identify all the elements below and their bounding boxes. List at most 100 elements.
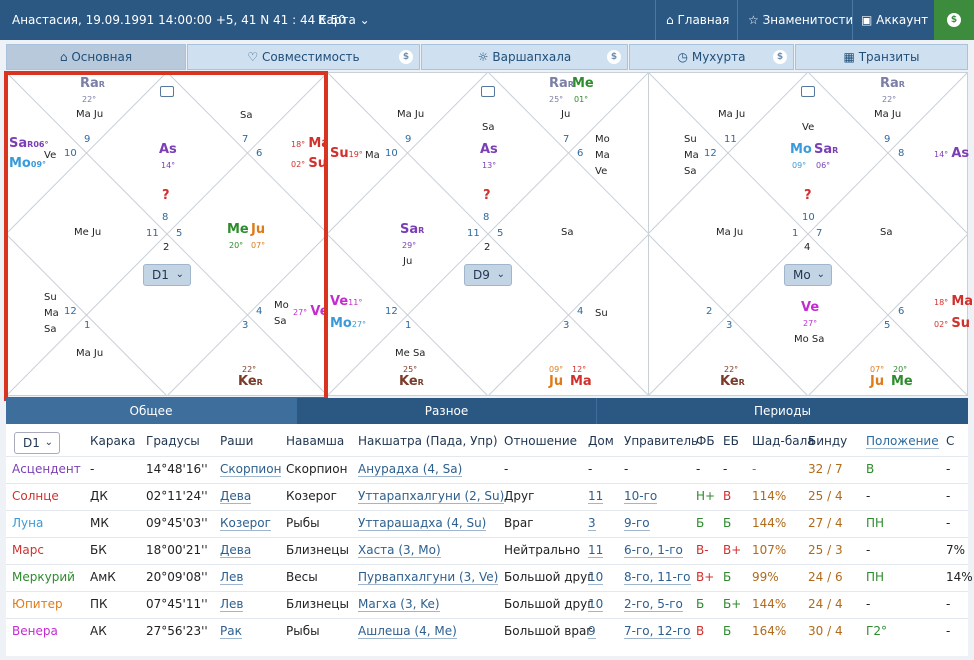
table-cell: Б bbox=[696, 516, 705, 530]
profile-title[interactable]: Анастасия, 19.09.1991 14:00:00 +5, 41 N … bbox=[12, 13, 346, 27]
chart-division-value: D1 bbox=[152, 268, 169, 282]
home-icon: ⌂ bbox=[59, 50, 68, 64]
table-cell: 107% bbox=[752, 543, 787, 557]
planet-ketu: KeR bbox=[399, 374, 424, 389]
table-cell[interactable]: 10 bbox=[588, 570, 604, 585]
planet-jupiter: Ju bbox=[549, 374, 564, 389]
chart-division-select[interactable]: D9 ⌄ bbox=[464, 264, 512, 286]
tab-main[interactable]: ⌂ Основная bbox=[6, 44, 186, 70]
planet-mars: Ma bbox=[570, 374, 592, 389]
table-cell: Б+ bbox=[723, 597, 742, 611]
planet-name: Марс bbox=[12, 543, 44, 557]
table-division-select[interactable]: D1 ⌄ bbox=[14, 432, 60, 454]
table-cell: - bbox=[866, 543, 871, 557]
chevron-down-icon: ⌄ bbox=[496, 269, 505, 280]
table-cell[interactable]: 10-го bbox=[624, 489, 658, 504]
chart-d9: RaR 25° Me 01° Ma Ju Ju Sa 9 7 10 6 Su19… bbox=[327, 72, 649, 396]
premium-button[interactable]: $ bbox=[934, 0, 974, 40]
nav-celebrities-label: Знаменитости bbox=[762, 13, 854, 27]
table-cell[interactable]: Анурадха (4, Sa) bbox=[358, 462, 463, 477]
table-cell: Большой друг bbox=[504, 570, 594, 584]
house-planets: Me Sa bbox=[395, 348, 426, 359]
table-cell: АмК bbox=[90, 570, 116, 584]
chart-style-icon[interactable] bbox=[160, 86, 174, 97]
table-cell[interactable]: 9-го bbox=[624, 516, 650, 531]
table-cell[interactable]: 2-го, 5-го bbox=[624, 597, 683, 612]
table-cell[interactable]: Лев bbox=[220, 597, 244, 612]
table-cell[interactable]: Дева bbox=[220, 489, 252, 504]
map-menu[interactable]: Карта ⌄ bbox=[318, 0, 370, 40]
table-cell[interactable]: Уттарапхалгуни (2, Su) bbox=[358, 489, 505, 504]
tab-general[interactable]: Общее bbox=[6, 398, 296, 424]
chart-style-icon[interactable] bbox=[801, 86, 815, 97]
house-planets: Su bbox=[595, 308, 608, 319]
chart-division-select[interactable]: D1 ⌄ bbox=[143, 264, 191, 286]
table-cell[interactable]: Магха (3, Ke) bbox=[358, 597, 440, 612]
table-cell[interactable]: 9 bbox=[588, 624, 596, 639]
column-header: Карака bbox=[90, 434, 136, 448]
tab-compatibility[interactable]: ♡ Совместимость $ bbox=[187, 44, 420, 70]
table-cell[interactable]: Лев bbox=[220, 570, 244, 585]
planet-rahu: RaR bbox=[549, 76, 574, 91]
nav-celebrities[interactable]: ☆ Знаменитости bbox=[737, 0, 853, 40]
table-cell: - bbox=[696, 462, 701, 476]
table-cell[interactable]: 3 bbox=[588, 516, 596, 531]
chevron-down-icon: ⌄ bbox=[44, 437, 53, 448]
rahu-degree: 22° bbox=[82, 95, 97, 104]
house-number: 5 bbox=[176, 228, 183, 239]
table-cell: 14°48'16'' bbox=[146, 462, 208, 476]
house-number: 5 bbox=[884, 320, 891, 331]
chart-style-icon[interactable] bbox=[481, 86, 495, 97]
table-cell[interactable]: 10 bbox=[588, 597, 604, 612]
tab-transits-label: Транзиты bbox=[858, 50, 920, 64]
row-divider bbox=[6, 618, 968, 619]
tab-varshaphala[interactable]: ☼ Варшапхала $ bbox=[421, 44, 628, 70]
chevron-down-icon: ⌄ bbox=[816, 269, 825, 280]
table-cell[interactable]: 7-го, 12-го bbox=[624, 624, 691, 639]
table-cell: ДК bbox=[90, 489, 108, 503]
table-cell[interactable]: 6-го, 1-го bbox=[624, 543, 683, 558]
nav-account[interactable]: ▣ Аккаунт bbox=[852, 0, 928, 40]
tab-misc[interactable]: Разное bbox=[296, 398, 596, 424]
table-cell: 27 / 4 bbox=[808, 516, 843, 530]
home-icon: ⌂ bbox=[666, 13, 674, 27]
mercury-degree: 20° bbox=[229, 241, 244, 250]
table-cell[interactable]: 8-го, 11-го bbox=[624, 570, 691, 585]
chart-moon: RaR 22° Ma Ju Ma Ju Ve Su Ma Sa 11 9 12 … bbox=[648, 72, 973, 396]
planet-name: Солнце bbox=[12, 489, 59, 503]
question-mark[interactable]: ? bbox=[162, 188, 170, 203]
mars-degree: 12° bbox=[572, 365, 587, 374]
table-cell[interactable]: Уттарашадха (4, Su) bbox=[358, 516, 487, 531]
house-planets: Sa bbox=[240, 110, 253, 121]
table-cell[interactable]: Пурвапхалгуни (3, Ve) bbox=[358, 570, 499, 585]
question-mark[interactable]: ? bbox=[804, 188, 812, 203]
planet-name: Луна bbox=[12, 516, 44, 530]
table-cell[interactable]: Хаста (3, Mo) bbox=[358, 543, 441, 558]
house-number: 7 bbox=[242, 134, 249, 145]
table-cell: 99% bbox=[752, 570, 779, 584]
house-planets: Ma Ju bbox=[397, 109, 425, 120]
house-number: 7 bbox=[563, 134, 570, 145]
table-cell[interactable]: Скорпион bbox=[220, 462, 282, 477]
tab-compatibility-label: Совместимость bbox=[261, 50, 360, 64]
table-cell: Близнецы bbox=[286, 597, 349, 611]
table-cell[interactable]: Рак bbox=[220, 624, 242, 639]
table-cell[interactable]: Ашлеша (4, Me) bbox=[358, 624, 457, 639]
table-cell[interactable]: 11 bbox=[588, 543, 604, 558]
table-cell[interactable]: Дева bbox=[220, 543, 252, 558]
chart-division-select[interactable]: Mo ⌄ bbox=[784, 264, 832, 286]
table-cell[interactable]: Козерог bbox=[220, 516, 271, 531]
table-cell: Враг bbox=[504, 516, 534, 530]
chart-grid bbox=[648, 72, 968, 396]
table-cell: Большой враг bbox=[504, 624, 593, 638]
tab-periods[interactable]: Периоды bbox=[596, 398, 968, 424]
question-mark[interactable]: ? bbox=[483, 188, 491, 203]
chart-d1: RaR 22° Ma Ju Sa 9 7 10 6 SaR06° Ve Mo09… bbox=[6, 72, 330, 396]
column-header[interactable]: Положение bbox=[866, 434, 939, 449]
table-cell[interactable]: 11 bbox=[588, 489, 604, 504]
tab-transits[interactable]: ▦ Транзиты bbox=[795, 44, 968, 70]
table-cell: Б bbox=[723, 624, 732, 638]
planet-sun: Su19° bbox=[330, 146, 363, 161]
tab-muhurta[interactable]: ◷ Мухурта $ bbox=[629, 44, 794, 70]
nav-home[interactable]: ⌂ Главная bbox=[655, 0, 729, 40]
